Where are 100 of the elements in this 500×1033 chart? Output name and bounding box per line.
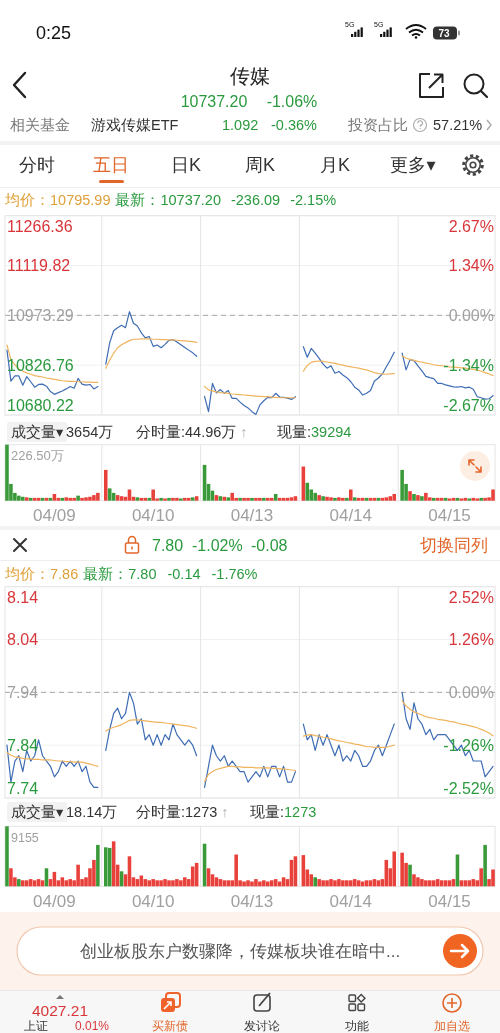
bar <box>345 880 349 887</box>
bar <box>313 877 317 887</box>
bar <box>412 874 416 887</box>
bar <box>68 879 72 887</box>
text: 分时量:1273 <box>136 804 218 820</box>
x-tick-label: 04/09 <box>33 891 76 911</box>
bar <box>380 497 385 501</box>
bar <box>400 469 404 501</box>
bar <box>459 498 464 501</box>
bar <box>68 497 72 501</box>
text: 相关基金 <box>10 117 70 133</box>
y2-tick-label: 1.26% <box>448 631 494 649</box>
text: -1.06% <box>266 92 318 110</box>
bar <box>32 497 37 501</box>
bar <box>17 495 21 501</box>
bar <box>84 497 88 501</box>
text: -0.14 <box>167 566 201 582</box>
text: -0.36% <box>271 117 318 133</box>
text: 均价：10795.99 <box>4 192 111 208</box>
bar <box>76 864 80 887</box>
bar <box>439 497 444 501</box>
y2-tick-label: 2.52% <box>448 589 494 607</box>
y2-tick-label: -2.52% <box>443 779 494 797</box>
text: 1273 <box>284 804 317 820</box>
bar <box>471 879 476 887</box>
bar <box>72 497 76 501</box>
bar <box>463 497 468 501</box>
bar <box>309 874 314 887</box>
bar <box>400 852 404 887</box>
bar <box>325 880 329 887</box>
bar <box>5 444 9 501</box>
bar <box>443 497 448 501</box>
x-tick-label: 04/15 <box>428 505 471 525</box>
bar <box>325 496 329 501</box>
y-tick-label: 8.14 <box>7 589 39 607</box>
bar <box>175 497 179 501</box>
bar <box>163 879 167 887</box>
bar <box>321 496 325 501</box>
text: 1.092 <box>222 117 259 133</box>
bar <box>491 869 495 887</box>
bar <box>428 497 432 501</box>
x-tick-label: 04/14 <box>329 891 373 911</box>
bar <box>119 496 124 501</box>
bar <box>179 880 183 887</box>
bar <box>151 489 155 501</box>
x-tick-label: 04/15 <box>428 891 471 911</box>
text: 成交量▾ <box>11 424 64 440</box>
bar <box>80 497 84 501</box>
text: 73 <box>438 27 450 39</box>
bar <box>9 868 13 887</box>
bar <box>242 881 246 887</box>
bar <box>103 469 108 501</box>
bar <box>356 497 361 501</box>
bar <box>92 495 96 501</box>
bar <box>147 880 152 887</box>
y2-tick-label: 2.67% <box>448 218 494 236</box>
annotation: 226.50万 <box>11 447 64 463</box>
bar <box>337 879 341 887</box>
bar <box>431 497 436 501</box>
bar <box>372 497 377 501</box>
bar <box>139 497 144 501</box>
bar <box>341 880 345 887</box>
bar <box>360 497 365 501</box>
bar <box>115 495 120 501</box>
bar <box>321 880 325 887</box>
text: 0:25 <box>36 23 72 43</box>
bar <box>96 844 100 887</box>
bar <box>262 497 266 501</box>
text: 均价：7.86 <box>4 566 79 582</box>
bar <box>44 497 49 501</box>
y2-tick-label: -1.34% <box>443 356 494 374</box>
text: 成交量▾ <box>11 804 64 820</box>
bar <box>159 497 163 501</box>
bar <box>186 497 191 501</box>
bar <box>143 497 148 501</box>
bar <box>483 497 487 501</box>
bar <box>147 497 152 501</box>
text: 更多▾ <box>390 155 436 175</box>
y2-tick-label: 0.00% <box>448 683 494 701</box>
bar <box>179 498 183 501</box>
text: -2.15% <box>290 192 337 208</box>
bar <box>341 497 345 501</box>
bar <box>183 877 187 887</box>
bar <box>289 497 294 501</box>
bar <box>64 880 69 887</box>
bar <box>135 497 140 501</box>
bar <box>96 492 100 501</box>
y-tick-label: 7.74 <box>7 779 39 797</box>
text: 上证 <box>24 1019 48 1033</box>
bar <box>167 880 171 887</box>
bar <box>60 497 65 501</box>
text: 最新：10737.20 <box>115 192 221 208</box>
bar <box>250 881 254 887</box>
bar <box>64 497 69 501</box>
bar <box>337 497 341 501</box>
bar <box>5 826 9 887</box>
bar <box>159 880 163 887</box>
text: 分时 <box>19 155 55 175</box>
bar <box>416 495 420 501</box>
bar <box>333 497 337 501</box>
